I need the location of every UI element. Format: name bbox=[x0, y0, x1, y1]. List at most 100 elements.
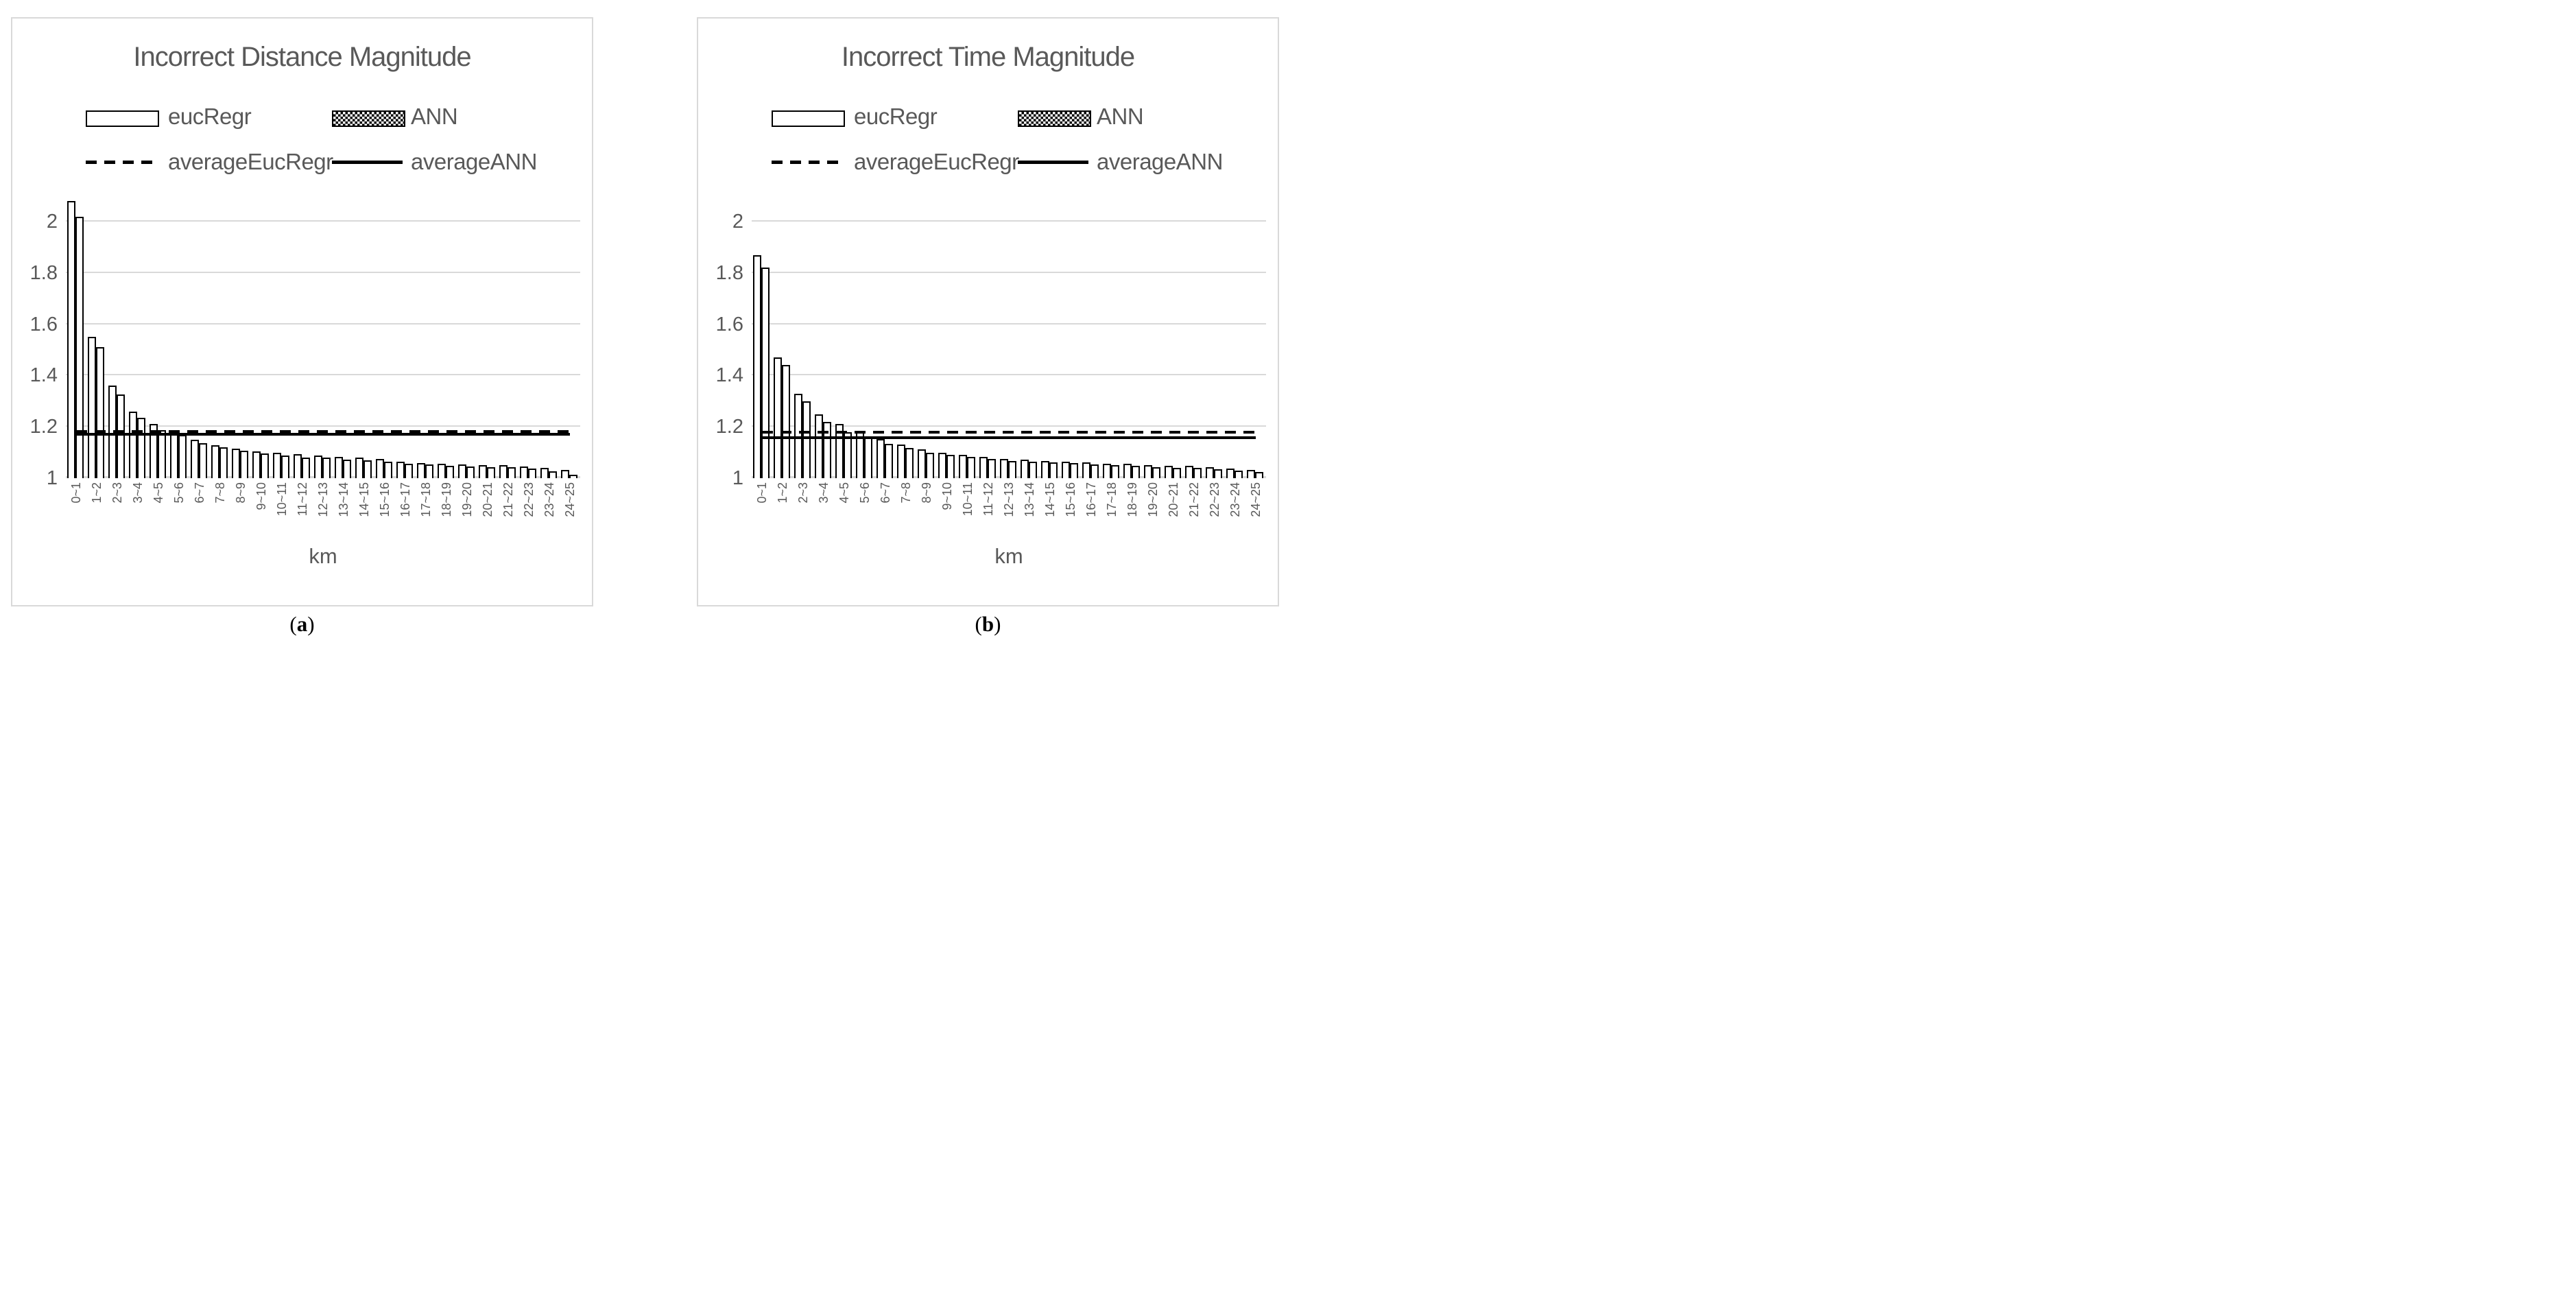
bar-eucRegr-2~3 bbox=[794, 393, 802, 478]
bar-eucRegr-3~4 bbox=[129, 411, 137, 478]
x-tick-label: 1~2 bbox=[775, 482, 789, 504]
legend-label-ann: ANN bbox=[1097, 104, 1144, 129]
bar-eucRegr-22~23 bbox=[520, 467, 528, 478]
x-tick-cell: 18~19 bbox=[436, 482, 457, 548]
bar-eucRegr-19~20 bbox=[1144, 464, 1152, 478]
bar-ANN-17~18 bbox=[425, 464, 433, 478]
bar-eucRegr-1~2 bbox=[774, 357, 782, 478]
legend-label-average-eucregr: averageEucRegr bbox=[854, 149, 1019, 174]
bar-ANN-10~11 bbox=[281, 455, 289, 478]
x-tick-cell: 24~25 bbox=[1245, 482, 1266, 548]
legend-swatch-eucregr bbox=[86, 110, 159, 127]
x-tick-label: 20~21 bbox=[1166, 482, 1180, 517]
x-axis-title: km bbox=[994, 544, 1023, 568]
bar-ANN-0~1 bbox=[75, 216, 84, 478]
bar-ANN-8~9 bbox=[926, 452, 934, 478]
gridline-y-1.6 bbox=[752, 322, 1266, 324]
x-tick-cell: 11~12 bbox=[292, 482, 313, 548]
x-tick-cell: 13~14 bbox=[333, 482, 354, 548]
x-tick-cell: 15~16 bbox=[1060, 482, 1081, 548]
x-tick-cell: 8~9 bbox=[916, 482, 937, 548]
bar-ANN-17~18 bbox=[1111, 465, 1119, 478]
x-tick-cell: 10~11 bbox=[272, 482, 292, 548]
x-tick-cell: 10~11 bbox=[957, 482, 978, 548]
bar-eucRegr-10~11 bbox=[273, 452, 281, 478]
gridline-y-1.2 bbox=[66, 425, 580, 427]
x-tick-cell: 17~18 bbox=[416, 482, 436, 548]
x-tick-label: 10~11 bbox=[274, 482, 289, 517]
bar-eucRegr-8~9 bbox=[918, 449, 926, 478]
bar-eucRegr-0~1 bbox=[753, 255, 761, 478]
bar-eucRegr-14~15 bbox=[355, 458, 363, 478]
bar-ANN-12~13 bbox=[1008, 460, 1016, 478]
bar-ANN-19~20 bbox=[1152, 467, 1160, 478]
x-tick-label: 8~9 bbox=[233, 482, 248, 504]
gridline-y-1.4 bbox=[66, 374, 580, 376]
bar-ANN-4~5 bbox=[158, 430, 166, 478]
bar-ANN-5~6 bbox=[178, 435, 187, 478]
x-tick-cell: 9~10 bbox=[251, 482, 272, 548]
bar-ANN-14~15 bbox=[1049, 462, 1058, 478]
legend-swatch-average-eucregr-line bbox=[86, 161, 156, 164]
bar-eucRegr-8~9 bbox=[232, 448, 240, 478]
bar-ANN-13~14 bbox=[343, 459, 351, 478]
bar-eucRegr-6~7 bbox=[876, 439, 885, 478]
x-tick-cell: 21~22 bbox=[498, 482, 518, 548]
bar-eucRegr-21~22 bbox=[499, 464, 508, 478]
bar-ANN-7~8 bbox=[219, 447, 228, 478]
x-tick-label: 15~16 bbox=[1063, 482, 1077, 517]
x-tick-label: 18~19 bbox=[1125, 482, 1139, 517]
bar-ANN-9~10 bbox=[946, 454, 955, 478]
bar-ANN-6~7 bbox=[199, 443, 207, 478]
caption-paren-open: ( bbox=[975, 612, 982, 636]
gridline-y-1.8 bbox=[752, 271, 1266, 273]
bar-ANN-18~19 bbox=[446, 465, 454, 478]
bar-eucRegr-11~12 bbox=[979, 456, 988, 478]
gridline-y-1.6 bbox=[66, 322, 580, 324]
gridline-y-1.2 bbox=[752, 425, 1266, 427]
x-tick-cell: 22~23 bbox=[518, 482, 539, 548]
x-tick-cell: 19~20 bbox=[1143, 482, 1163, 548]
bar-eucRegr-12~13 bbox=[1000, 458, 1008, 478]
figure-page: Incorrect Distance Magnitude eucRegr ANN… bbox=[0, 0, 1288, 649]
x-tick-cell: 2~3 bbox=[793, 482, 813, 548]
x-tick-cell: 23~24 bbox=[539, 482, 560, 548]
bar-eucRegr-0~1 bbox=[67, 201, 75, 478]
x-tick-cell: 5~6 bbox=[855, 482, 875, 548]
plot-area: 1 1.2 1.4 1.6 1.8 2 bbox=[716, 180, 1266, 489]
bar-ANN-15~16 bbox=[1070, 463, 1078, 478]
x-tick-label: 15~16 bbox=[377, 482, 392, 517]
caption-paren-close: ) bbox=[994, 612, 1001, 636]
bar-eucRegr-1~2 bbox=[88, 337, 96, 478]
legend-label-eucregr: eucRegr bbox=[854, 104, 938, 129]
bar-eucRegr-16~17 bbox=[396, 462, 405, 478]
x-tick-label: 20~21 bbox=[480, 482, 494, 517]
legend-label-average-ann: averageANN bbox=[1097, 149, 1223, 174]
bar-eucRegr-21~22 bbox=[1185, 466, 1193, 478]
average-line-averageEucRegr bbox=[762, 431, 1256, 434]
bar-ANN-18~19 bbox=[1132, 466, 1140, 478]
x-tick-label: 23~24 bbox=[542, 482, 556, 517]
x-tick-cell: 15~16 bbox=[374, 482, 395, 548]
x-tick-label: 11~12 bbox=[981, 482, 995, 517]
y-tick-label: 1 bbox=[732, 467, 743, 489]
x-tick-label: 1~2 bbox=[89, 482, 104, 504]
bar-ANN-23~24 bbox=[1235, 470, 1243, 478]
x-tick-cell: 7~8 bbox=[210, 482, 230, 548]
x-tick-label: 8~9 bbox=[919, 482, 933, 504]
bar-eucRegr-7~8 bbox=[897, 444, 905, 478]
x-tick-label: 0~1 bbox=[69, 482, 83, 504]
x-tick-label: 4~5 bbox=[837, 482, 851, 504]
x-tick-label: 19~20 bbox=[1145, 482, 1160, 517]
x-tick-cell: 19~20 bbox=[457, 482, 477, 548]
x-tick-cell: 6~7 bbox=[875, 482, 896, 548]
x-tick-label: 9~10 bbox=[254, 482, 268, 510]
bar-ANN-10~11 bbox=[967, 456, 975, 478]
x-tick-label: 10~11 bbox=[960, 482, 975, 517]
average-line-averageANN bbox=[76, 433, 570, 436]
x-tick-label: 5~6 bbox=[857, 482, 872, 504]
bar-eucRegr-10~11 bbox=[959, 454, 967, 478]
legend-label-average-ann: averageANN bbox=[411, 149, 537, 174]
x-tick-cell: 23~24 bbox=[1225, 482, 1245, 548]
x-tick-cell: 13~14 bbox=[1019, 482, 1040, 548]
